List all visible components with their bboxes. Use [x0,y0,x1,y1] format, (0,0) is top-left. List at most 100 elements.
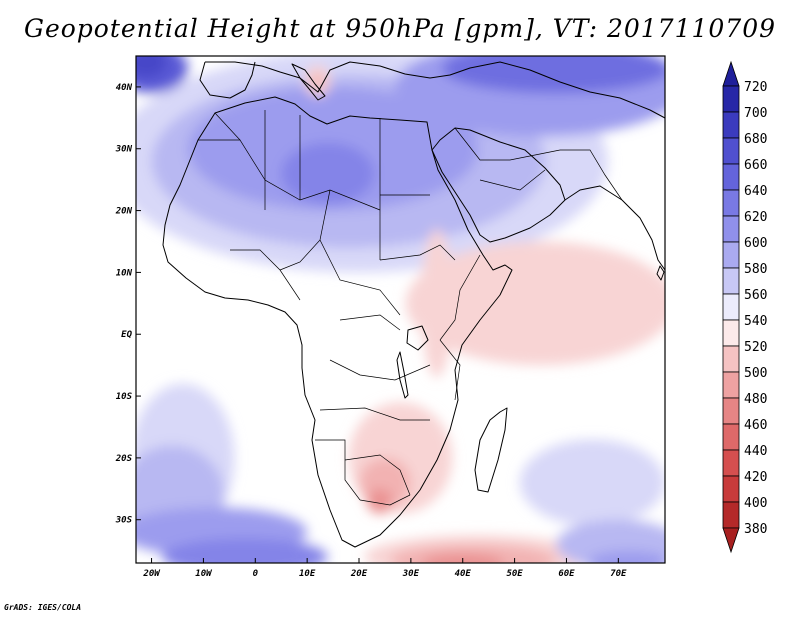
lat-tick-label: 40N [116,83,133,93]
lon-tick-label: 30E [402,569,420,579]
lon-tick-label: 10W [195,569,213,579]
border [198,139,266,210]
lat-tick-label: 30N [115,145,133,155]
colorbar-label: 720 [744,80,767,95]
border [439,339,461,401]
lat-tick-label: EQ [121,330,132,340]
colorbar-swatch [722,267,740,295]
africa-coastline [162,96,513,548]
contour-region-620 [161,538,328,563]
south-asia-coastline [564,185,665,271]
colorbar-swatch [722,189,740,217]
colorbar-swatch [722,215,740,243]
colorbar-label: 480 [744,392,767,407]
map-area [136,56,665,563]
contour-region-520 [405,241,665,366]
iberia-coastline [199,61,256,99]
colorbar-swatch [722,293,740,321]
lat-tick-label: 20S [115,454,133,464]
arabia-coastline [431,127,566,243]
colorbar-swatch [722,449,740,477]
colorbar-label: 400 [744,496,767,511]
madagascar-coastline [474,407,508,493]
border [439,254,481,341]
lon-tick-label: 60E [558,569,575,579]
colorbar-swatch [722,163,740,191]
lon-tick-label: 40E [455,569,472,579]
lon-tick-label: 20E [350,569,368,579]
colorbar-swatch [722,423,740,451]
colorbar-label: 560 [744,288,767,303]
colorbar-swatch [722,319,740,347]
lake-tanganyika [396,351,409,399]
border [214,112,241,141]
height-field [136,56,665,563]
lat-tick-label: 20N [115,207,133,217]
border [319,407,430,421]
lon-tick-label: 50E [506,569,523,579]
colorbar-label: 700 [744,106,767,121]
border [359,494,411,506]
colorbar-label: 520 [744,340,767,355]
lon-tick-label: 20W [142,569,161,579]
country-borders [198,110,623,506]
border [454,127,561,161]
colorbar-label: 380 [744,522,767,537]
colorbar-swatch [722,85,740,113]
lon-tick-label: 10E [299,569,316,579]
longitude-axis: 20W 10W 0 10E 20E 30E 40E 50E 60E 70E [142,558,627,579]
border [329,359,431,381]
europe-coastline [205,61,665,119]
contour-region-480 [366,488,393,514]
lake-victoria [406,325,429,351]
border [319,239,401,316]
colorbar-label: 540 [744,314,767,329]
coastlines [162,61,665,548]
latitude-axis: 40N 30N 20N 10N EQ 10S 20S 30S [115,83,141,526]
grads-credit: GrADS: IGES/COLA [4,603,82,612]
colorbar-swatch [722,345,740,373]
contour-region-620 [281,142,375,205]
colorbar-label: 600 [744,236,767,251]
border [279,189,331,271]
map-title: Geopotential Height at 950hPa [gpm], VT:… [23,14,777,43]
colorbar-label: 420 [744,470,767,485]
contour-region-500 [311,72,324,89]
colorbar-swatch [722,371,740,399]
contour-region-600 [587,550,665,563]
map-frame [135,55,666,564]
contour-region-680 [136,56,168,78]
colorbar-label: 640 [744,184,767,199]
border [560,149,623,201]
colorbar-label: 680 [744,132,767,147]
border [339,314,401,331]
contour-region-520 [421,229,453,378]
colorbar: 720 700 680 660 640 620 600 580 560 540 520 500 480 4… [722,60,767,554]
colorbar-bottom-arrow [722,527,740,554]
colorbar-label: 440 [744,444,767,459]
contour-region-640 [571,56,665,87]
colorbar-swatch [722,475,740,503]
colorbar-swatch [722,111,740,139]
colorbar-top-arrow [722,60,740,87]
lat-tick-label: 30S [115,516,133,526]
colorbar-label: 500 [744,366,767,381]
border [344,454,411,496]
colorbar-label: 660 [744,158,767,173]
border [379,244,456,261]
colorbar-swatch [722,137,740,165]
contour-region-560 [519,439,665,526]
lon-tick-label: 70E [610,569,627,579]
colorbar-label: 580 [744,262,767,277]
border [230,249,301,301]
colorbar-swatch [722,397,740,425]
border [479,169,546,191]
colorbar-label: 460 [744,418,767,433]
colorbar-swatch [722,501,740,529]
colorbar-swatch [722,241,740,269]
lat-tick-label: 10N [116,268,133,278]
lon-tick-label: 0 [253,569,259,579]
sri-lanka-coastline [656,265,665,281]
italy-coastline [291,63,326,101]
